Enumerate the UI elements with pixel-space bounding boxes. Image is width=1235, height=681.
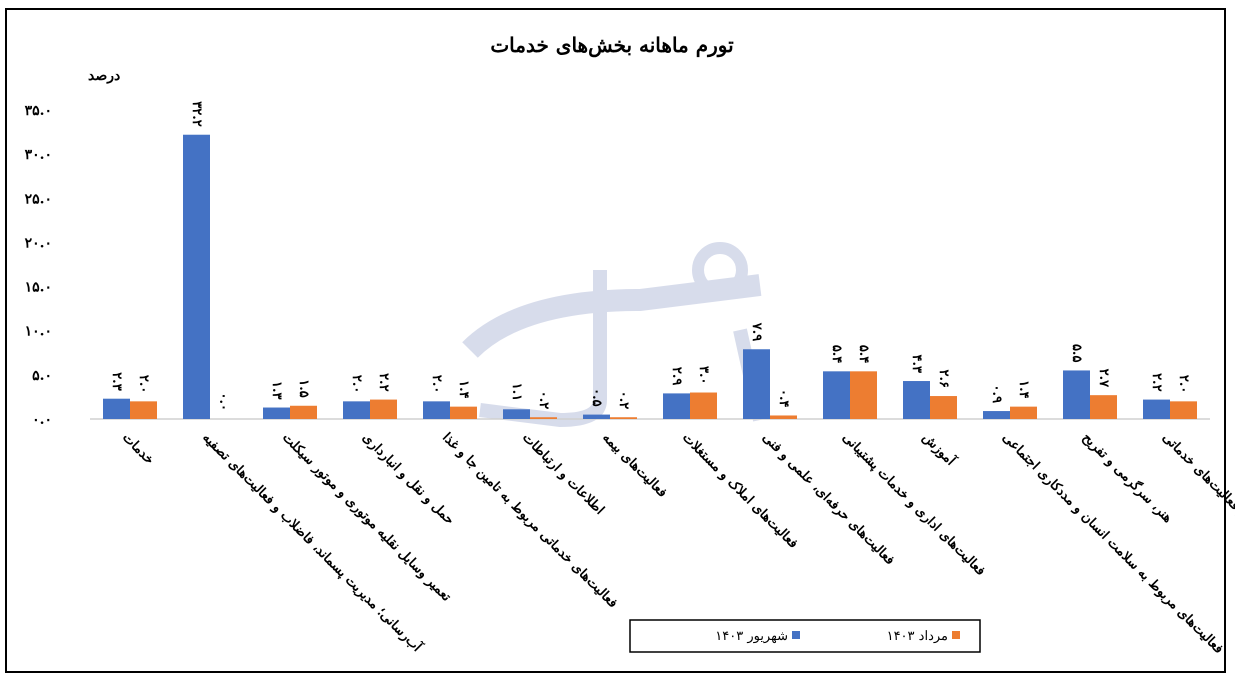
x-tick-label: اطلاعات و ارتباطات [519,430,607,518]
data-label: ۲.۰ [136,375,151,394]
data-label: ۴.۳ [909,355,924,374]
data-label: ۲.۹ [669,367,684,386]
data-label: ۳.۰ [696,366,711,385]
data-label: ۱.۱ [509,383,524,402]
y-tick-label: ۵.۰ [32,368,52,384]
data-label: ۱.۴ [456,380,471,399]
bar [503,409,530,419]
x-tick-label: فعالیت‌های اداری و خدمات پشتیبانی [839,430,988,579]
legend-swatch [952,631,960,639]
legend: شهریور ۱۴۰۳ مرداد ۱۴۰۳ [629,619,981,653]
data-label: ۵.۵ [1069,344,1084,363]
data-label: ۰.۵ [589,388,604,407]
x-tick-label: خدمات [119,430,156,467]
data-label: ۳۲.۲ [189,101,204,126]
bar [103,398,130,419]
y-axis-label: درصد [88,68,120,84]
y-tick-label: ۳۵.۰ [25,103,52,119]
data-label: ۱.۴ [1016,380,1031,399]
data-label: ۵.۴ [856,345,871,364]
bar [1090,395,1117,419]
data-label: ۰.۰ [216,393,231,412]
bar [290,405,317,419]
x-tick-label: تعمیر وسایل نقلیه موتوری و موتور سیکلت [279,430,454,605]
legend-swatch [792,631,800,639]
bar [583,414,610,419]
bar [183,134,210,419]
bar [903,381,930,419]
data-label: ۷.۹ [749,322,764,342]
bar [663,393,690,419]
bar [743,349,770,419]
data-label: ۱.۵ [296,379,311,398]
x-tick-label: آموزش [919,429,960,470]
bar [770,415,797,419]
data-label: ۲.۷ [1096,369,1111,389]
data-label: ۰.۲ [616,391,631,410]
bar [263,407,290,419]
chart-frame [5,8,1226,673]
y-tick-label: ۱۵.۰ [25,280,52,296]
x-tick-label: فعالیت‌های حرفه‌ای، علمی و فنی [759,430,897,568]
bar [343,401,370,419]
bar [930,396,957,419]
data-label: ۰.۹ [989,385,1004,404]
bar [690,392,717,419]
bar [450,406,477,419]
bar [850,371,877,419]
data-label: ۲.۳ [109,372,124,391]
y-tick-label: ۰.۰ [32,412,52,428]
data-label: ۲.۶ [936,370,951,389]
bar [530,417,557,419]
y-tick-label: ۳۰.۰ [25,147,52,163]
y-tick-label: ۲۵.۰ [25,191,52,207]
bar [1143,399,1170,419]
bar [130,401,157,419]
bar [983,411,1010,419]
data-label: ۱.۳ [269,381,284,400]
data-label: ۲.۲ [1149,373,1164,392]
data-label: ۲.۰ [429,375,444,394]
x-tick-label: فعالیت‌های خدماتی مربوط به تامین جا و غذ… [439,430,620,611]
bar [610,417,637,419]
bar [1010,406,1037,419]
bar [1063,370,1090,419]
y-tick-label: ۱۰.۰ [25,324,52,340]
y-tick-label: ۲۰.۰ [25,235,52,251]
data-label: ۲.۰ [349,375,364,394]
data-label: ۰.۴ [776,389,791,408]
legend-label: شهریور ۱۴۰۳ [715,629,788,644]
chart-title: تورم ماهانه بخش‌های خدمات [490,33,734,58]
bar [1170,401,1197,419]
data-label: ۲.۲ [376,373,391,392]
data-label: ۲.۰ [1176,375,1191,394]
data-label: ۰.۲ [536,391,551,410]
bar [823,371,850,419]
data-label: ۵.۴ [829,345,844,364]
x-tick-label: فعالیت‌های بیمه [599,430,669,500]
bar [370,399,397,419]
legend-label: مرداد ۱۴۰۳ [887,629,948,644]
bar [423,401,450,419]
